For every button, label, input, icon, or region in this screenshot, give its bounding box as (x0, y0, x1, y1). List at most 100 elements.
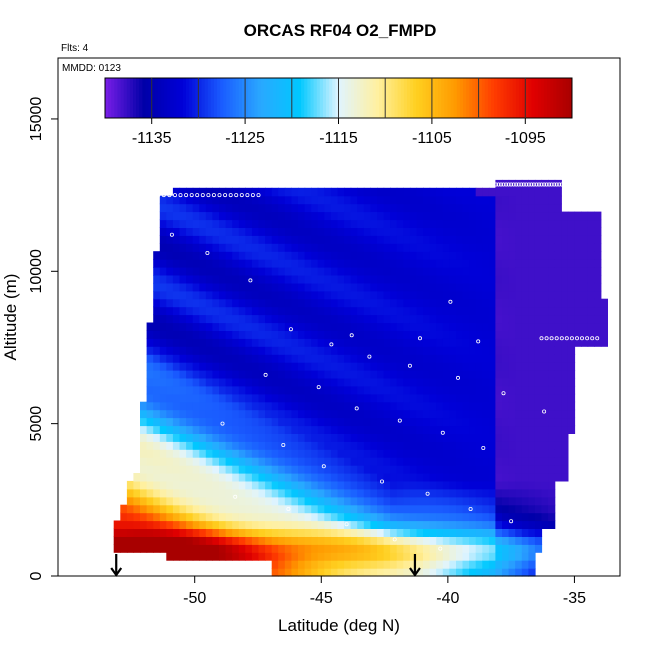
heatmap-cell (192, 520, 200, 529)
heatmap-cell (284, 393, 292, 403)
heatmap-cell (475, 401, 483, 411)
heatmap-cell (462, 259, 470, 268)
heatmap-cell (456, 290, 464, 300)
heatmap-cell (192, 338, 200, 347)
heatmap-cell (436, 354, 444, 363)
heatmap-cell (396, 211, 404, 221)
colorbar-swatch (161, 78, 165, 118)
heatmap-cell (515, 433, 523, 442)
heatmap-cell (502, 425, 510, 434)
heatmap-cell (495, 203, 503, 213)
heatmap-cell (548, 504, 556, 514)
heatmap-cell (469, 330, 477, 339)
heatmap-cell (324, 354, 332, 363)
heatmap-cell (495, 195, 503, 205)
heatmap-cell (475, 219, 483, 228)
heatmap-cell (271, 298, 279, 308)
heatmap-cell (409, 465, 418, 474)
heatmap-cell (186, 211, 194, 221)
heatmap-cell (232, 480, 240, 490)
heatmap-cell (298, 227, 306, 236)
heatmap-cell (462, 496, 470, 506)
heatmap-cell (462, 480, 470, 490)
heatmap-cell (278, 528, 286, 537)
heatmap-cell (219, 520, 227, 529)
heatmap-cell (225, 488, 233, 498)
heatmap-cell (567, 409, 576, 419)
heatmap-cell (521, 306, 529, 316)
heatmap-cell (396, 536, 404, 545)
heatmap-cell (330, 417, 339, 427)
heatmap-cell (574, 251, 582, 260)
heatmap-cell (416, 243, 424, 252)
heatmap-cell (172, 314, 181, 324)
heatmap-cell (528, 393, 536, 403)
heatmap-cell (265, 370, 273, 379)
heatmap-cell (350, 330, 358, 339)
heatmap-cell (166, 195, 174, 205)
heatmap-cell (284, 568, 292, 577)
heatmap-cell (528, 417, 536, 427)
heatmap-cell (574, 306, 582, 316)
heatmap-cell (166, 211, 174, 221)
heatmap-cell (298, 195, 306, 205)
heatmap-cell (495, 473, 503, 482)
heatmap-cell (284, 298, 292, 308)
heatmap-cell (284, 433, 292, 442)
heatmap-cell (436, 314, 444, 324)
heatmap-cell (172, 330, 181, 339)
heatmap-cell (304, 354, 312, 363)
heatmap-cell (344, 362, 352, 371)
heatmap-cell (278, 346, 286, 355)
heatmap-cell (212, 473, 220, 482)
flight-sample-point (316, 385, 321, 390)
heatmap-cell (475, 203, 483, 213)
heatmap-cell (370, 354, 378, 363)
heatmap-cell (344, 393, 352, 403)
heatmap-cell (581, 338, 589, 347)
heatmap-cell (574, 290, 582, 300)
heatmap-cell (153, 385, 161, 395)
heatmap-cell (146, 520, 154, 529)
heatmap-cell (508, 298, 516, 308)
heatmap-cell (508, 275, 516, 284)
heatmap-cell (350, 243, 358, 252)
heatmap-cell (172, 243, 181, 252)
heatmap-cell (265, 235, 273, 244)
heatmap-cell (488, 465, 497, 474)
heatmap-cell (370, 465, 378, 474)
heatmap-cell (317, 409, 325, 419)
heatmap-cell (324, 393, 332, 403)
heatmap-cell (534, 211, 543, 221)
heatmap-cell (449, 306, 457, 316)
heatmap-cell (403, 322, 411, 331)
heatmap-cell (265, 433, 273, 442)
heatmap-cell (456, 354, 464, 363)
heatmap-cell (133, 544, 141, 553)
heatmap-cell (541, 195, 549, 205)
heatmap-cell (436, 322, 444, 331)
heatmap-cell (587, 227, 595, 236)
flight-sample-point (486, 182, 491, 187)
heatmap-cell (561, 259, 569, 268)
heatmap-cell (344, 306, 352, 316)
heatmap-cell (390, 195, 398, 205)
heatmap-cell (159, 473, 167, 482)
heatmap-cell (429, 338, 437, 347)
heatmap-cell (416, 409, 424, 419)
heatmap-cell (337, 322, 345, 331)
heatmap-cell (508, 465, 516, 474)
heatmap-cell (521, 465, 529, 474)
heatmap-cell (350, 401, 358, 411)
heatmap-cell (298, 338, 306, 347)
heatmap-cell (462, 219, 470, 228)
heatmap-cell (390, 393, 398, 403)
colorbar-swatch (276, 78, 280, 118)
heatmap-cell (311, 393, 319, 403)
heatmap-cell (317, 480, 325, 490)
heatmap-cell (219, 552, 227, 561)
heatmap-cell (488, 306, 497, 316)
heatmap-cell (344, 195, 352, 205)
heatmap-cell (508, 536, 516, 545)
heatmap-cell (403, 401, 411, 411)
